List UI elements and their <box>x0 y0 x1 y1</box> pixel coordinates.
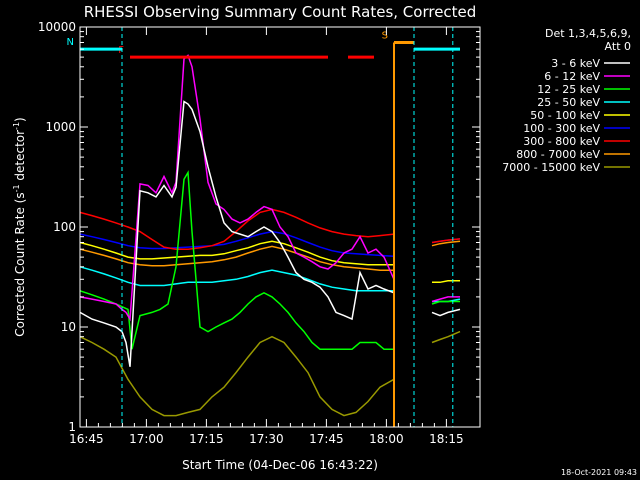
y-tick-label-3: 1000 <box>45 120 76 134</box>
legend-label-7: 800 - 7000 keV <box>516 148 600 161</box>
footer-timestamp: 18-Oct-2021 09:43 <box>561 468 637 477</box>
series-line-0 <box>79 100 461 367</box>
flag-label-s: S <box>382 30 388 41</box>
flag-label-n: N <box>67 37 74 48</box>
legend-label-2: 12 - 25 keV <box>537 83 600 96</box>
night-boundaries <box>121 27 454 427</box>
series-line-7 <box>79 240 461 271</box>
series-line-4 <box>79 240 460 284</box>
x-tick-label-4: 17:45 <box>309 432 344 446</box>
legend-label-4: 50 - 100 keV <box>530 109 600 122</box>
x-tick-label-5: 18:00 <box>369 432 404 446</box>
y-tick-label-2: 100 <box>53 220 76 234</box>
x-tick-label-3: 17:30 <box>249 432 284 446</box>
plot-area: FNS 16:4517:0017:1517:3017:4518:0018:15 … <box>38 20 481 446</box>
series-line-8 <box>79 330 461 417</box>
legend-header-attenuator: Att 0 <box>605 40 631 53</box>
chart-title: RHESSI Observing Summary Count Rates, Co… <box>84 3 477 21</box>
y-tick-label-0: 1 <box>68 420 76 434</box>
y-tick-label-1: 10 <box>61 320 76 334</box>
legend-label-3: 25 - 50 keV <box>537 96 600 109</box>
x-tick-label-0: 16:45 <box>69 432 104 446</box>
legend-header-detectors: Det 1,3,4,5,6,9, <box>545 27 631 40</box>
x-tick-label-2: 17:15 <box>189 432 224 446</box>
legend-label-1: 6 - 12 keV <box>544 70 600 83</box>
series-line-1 <box>79 54 460 322</box>
x-tick-label-6: 18:15 <box>429 432 464 446</box>
legend-label-5: 100 - 300 keV <box>523 122 600 135</box>
legend-label-6: 300 - 800 keV <box>523 135 600 148</box>
x-axis-ticks: 16:45 17:00 17:15 17:30 17:45 18:00 18:15 <box>69 27 464 446</box>
y-axis-ticks: 1 10 100 1000 10000 <box>38 20 480 434</box>
y-tick-label-4: 10000 <box>38 20 76 34</box>
flag-bars: FNS <box>67 30 460 427</box>
series-line-2 <box>79 170 460 350</box>
x-axis-label: Start Time (04-Dec-06 16:43:22) <box>182 458 378 472</box>
series-line-6 <box>79 208 461 250</box>
x-tick-label-1: 17:00 <box>129 432 164 446</box>
legend-label-8: 7000 - 15000 keV <box>502 161 600 174</box>
y-axis-label: Corrected Count Rate (s-1 detector-1) <box>12 117 27 336</box>
legend-label-0: 3 - 6 keV <box>551 57 600 70</box>
series-lines <box>79 54 461 417</box>
